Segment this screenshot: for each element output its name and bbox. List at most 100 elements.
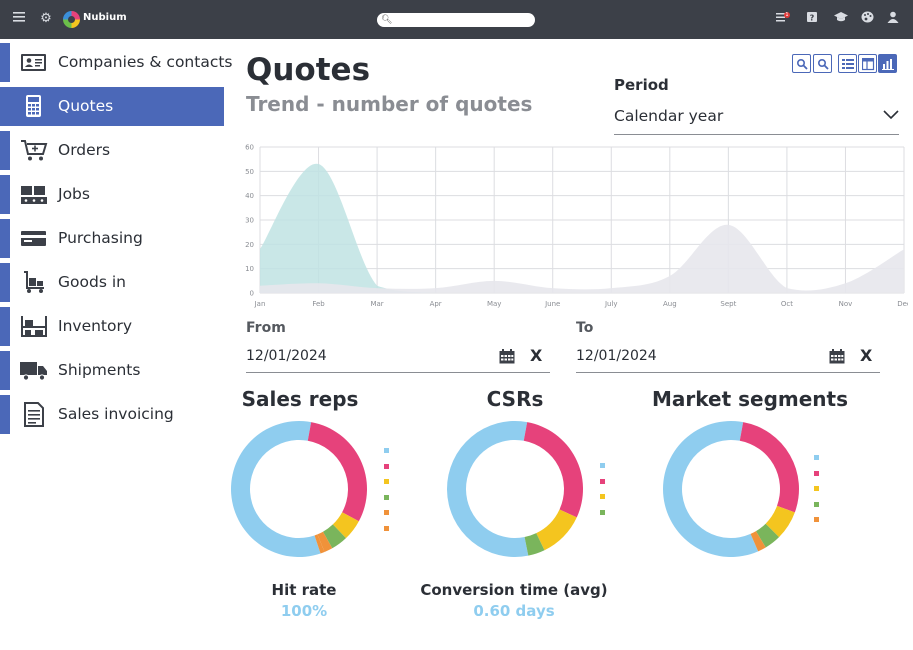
chevron-down-icon [883,110,899,120]
sidebar-item-label: Jobs [58,185,90,203]
sidebar-item-companies-contacts[interactable]: Companies & contacts [0,43,233,82]
y-tick-label: 10 [245,265,254,273]
contact-card-icon [20,50,48,75]
from-label: From [246,320,286,336]
donut-slice [322,524,346,549]
sidebar-item-quotes[interactable]: Quotes [0,87,224,126]
conversion-time-value: 0.60 days [473,602,555,620]
market-segments-title: Market segments [651,387,848,411]
chart-view-button[interactable] [878,54,897,73]
legend-swatch [600,494,605,499]
sidebar-item-sales-invoicing[interactable]: Sales invoicing [0,395,224,434]
list-view-button[interactable] [838,54,857,73]
trend-chart: 0 10 20 30 40 50 60 Jan Feb Mar Apr May June July Aug S… [245,144,908,309]
hamburger-menu-icon[interactable] [11,11,27,27]
sidebar-item-jobs[interactable]: Jobs [0,175,224,214]
x-tick-label: Jan [254,300,266,308]
boxes-icon [20,182,48,207]
zoom-in-button[interactable] [792,54,811,73]
donut-slice [739,422,799,513]
user-icon[interactable] [885,11,901,27]
help-icon[interactable]: ? [804,11,820,27]
table-view-button[interactable] [858,54,877,73]
period-value: Calendar year [614,107,724,125]
gear-icon[interactable]: ⚙ [40,11,52,26]
legend-swatch [384,525,389,531]
calendar-icon[interactable] [829,349,845,364]
donut-slice [523,422,583,518]
sidebar-item-label: Purchasing [58,229,143,247]
sidebar-item-label: Orders [58,141,111,159]
sidebar-item-purchasing[interactable]: Purchasing [0,219,224,258]
donut-slice [307,422,367,522]
search-icon: 🔍︎ [381,15,393,25]
calendar-icon[interactable] [499,349,515,364]
bar-chart-icon [882,59,894,70]
x-tick-label: Feb [312,300,325,308]
credit-card-icon [20,226,48,251]
x-tick-label: Mar [370,300,383,308]
y-tick-label: 50 [245,168,254,176]
donut-slice [755,523,780,548]
zoom-out-button[interactable] [813,54,832,73]
legend-swatch [600,478,605,484]
x-tick-label: Aug [663,300,677,308]
sales-reps-title: Sales reps [241,387,359,411]
donut-slice [750,531,766,552]
sidebar-item-label: Goods in [58,273,126,291]
market-segments-donut [663,421,799,557]
legend-swatch [814,470,819,476]
donut-slice [663,421,759,557]
list-view-icon [842,59,854,69]
donut-slice [536,509,577,551]
nubium-logo [63,11,80,28]
sidebar-accent [0,43,10,82]
donut-slice [332,512,359,539]
legend-swatch [384,510,389,515]
sidebar-item-inventory[interactable]: Inventory [0,307,224,346]
x-tick-label: May [487,300,501,308]
calculator-icon [20,94,48,119]
notifications-icon[interactable] [774,11,790,27]
legend-swatch [600,509,605,515]
from-date-field[interactable]: 12/01/2024 X [246,344,550,373]
sidebar-accent [0,351,10,390]
x-tick-label: Nov [839,300,853,308]
to-date-field[interactable]: 12/01/2024 X [576,344,880,373]
sidebar-item-orders[interactable]: Orders [0,131,224,170]
x-tick-label: July [604,300,618,308]
sidebar-accent [0,263,10,302]
palette-icon[interactable] [859,11,875,27]
hit-rate-value: 100% [280,602,328,620]
from-clear-button[interactable]: X [530,346,543,365]
x-tick-label: Apr [430,300,442,308]
period-select[interactable]: Calendar year [614,100,899,135]
search-input[interactable]: 🔍︎ [377,13,535,27]
sidebar-item-label: Quotes [58,97,114,115]
zoom-in-icon [796,58,808,70]
sidebar-item-label: Inventory [58,317,133,335]
table-view-icon [862,58,875,71]
donut-slice [314,534,325,554]
legend-swatch [814,501,819,507]
sidebar-accent [0,395,10,434]
y-tick-label: 30 [245,217,254,225]
x-tick-label: June [544,300,560,308]
sidebar-item-shipments[interactable]: Shipments [0,351,224,390]
legend-swatch [384,479,389,484]
brand-name: Nubium [83,12,127,23]
donut-slice [447,421,529,557]
svg-text:?: ? [810,14,815,23]
sidebar-item-label: Sales invoicing [58,405,174,423]
legend-swatch [814,517,819,522]
donut-slice [317,531,333,553]
sidebar-item-goods-in[interactable]: Goods in [0,263,224,302]
from-date-value: 12/01/2024 [246,348,327,364]
to-clear-button[interactable]: X [860,346,873,365]
y-tick-label: 20 [245,241,254,249]
notification-badge: 1 [784,12,790,18]
series-area-1 [260,224,904,293]
to-label: To [576,320,594,336]
page-subtitle: Trend - number of quotes [246,92,533,116]
graduation-cap-icon[interactable] [833,11,849,27]
